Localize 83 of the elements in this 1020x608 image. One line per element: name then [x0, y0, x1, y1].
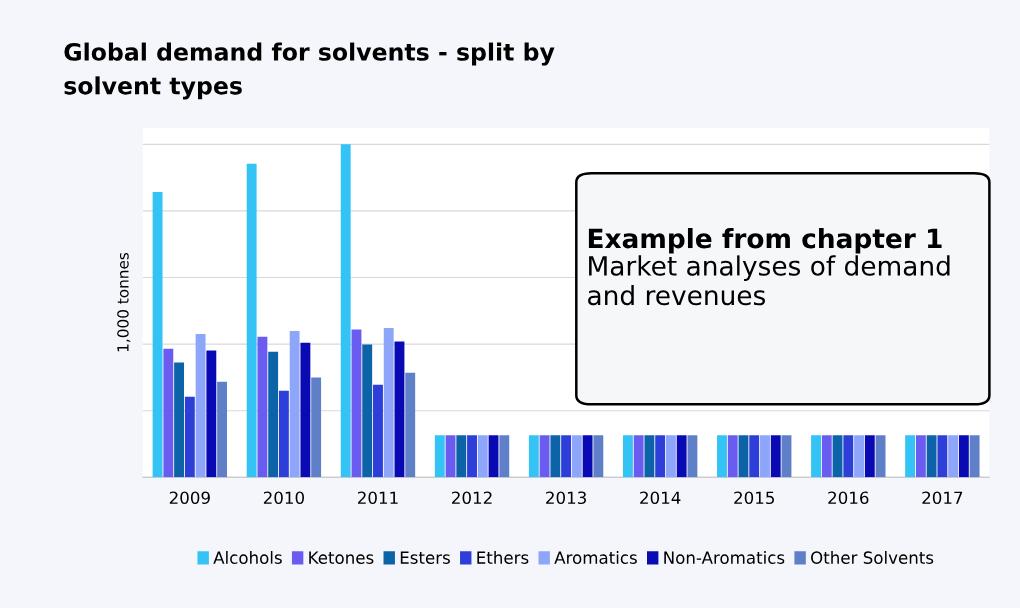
bar — [528, 435, 539, 478]
bar — [622, 435, 633, 478]
bar — [488, 435, 499, 478]
x-tick-label: 2017 — [922, 491, 963, 505]
bar — [467, 435, 477, 478]
bar — [958, 435, 969, 478]
bar — [582, 435, 593, 478]
bar — [948, 435, 959, 478]
bar — [174, 362, 185, 478]
bar — [163, 348, 174, 478]
legend-label: Ketones — [309, 551, 374, 564]
bar — [926, 435, 937, 478]
bar — [687, 435, 698, 478]
bar — [864, 435, 875, 478]
bar — [832, 435, 843, 478]
bar — [550, 435, 561, 478]
bar — [937, 435, 948, 478]
bar — [717, 435, 727, 478]
bar — [351, 329, 362, 478]
bar — [593, 435, 604, 478]
bar — [217, 381, 228, 478]
bar — [456, 435, 467, 478]
bar — [781, 435, 792, 478]
x-tick-label: 2014 — [640, 491, 681, 505]
bar — [477, 435, 488, 478]
bar — [434, 435, 445, 478]
bar — [633, 435, 644, 478]
bar — [184, 396, 195, 478]
bar — [760, 435, 770, 478]
bar — [539, 435, 550, 478]
bar — [969, 435, 980, 478]
legend-label: Aromatics — [554, 551, 637, 564]
x-tick-label: 2010 — [263, 491, 304, 505]
x-tick-label: 2011 — [357, 491, 398, 505]
bar — [915, 435, 926, 478]
bar — [770, 435, 781, 478]
x-tick-label: 2013 — [546, 491, 586, 505]
annotation: Example from chapter 1 — [588, 228, 942, 254]
bar — [300, 342, 311, 478]
legend-label: Non-Aromatics — [664, 551, 785, 564]
bar — [644, 435, 655, 478]
x-tick-label: 2015 — [734, 491, 774, 505]
bar — [268, 351, 279, 478]
legend-label: Alcohols — [213, 551, 282, 564]
bar — [676, 435, 687, 478]
bar — [373, 384, 383, 478]
bar — [499, 435, 510, 478]
legend-label: Esters — [400, 551, 450, 564]
legend-label: Other Solvents — [811, 551, 934, 564]
bar — [362, 344, 373, 478]
bar — [340, 144, 351, 478]
bar — [854, 435, 864, 478]
y-axis-title: 1,000 tonnes — [117, 252, 131, 352]
legend-label: Ethers — [477, 551, 529, 564]
bar — [571, 435, 582, 478]
x-tick-label: 2009 — [169, 491, 210, 505]
annotation: Market analyses of demand and revenues — [588, 255, 950, 306]
bar — [905, 435, 916, 478]
bar — [821, 435, 832, 478]
bar — [665, 435, 676, 478]
bar — [445, 435, 456, 478]
bar — [289, 331, 300, 478]
bar — [195, 334, 206, 478]
bar — [405, 372, 416, 478]
bar — [875, 435, 886, 478]
bar — [246, 163, 257, 478]
bar — [278, 390, 289, 478]
bar — [394, 341, 405, 478]
chart-title: Global demand for solvents - split by solvent types — [64, 42, 555, 100]
bar — [749, 435, 760, 478]
bar — [811, 435, 821, 478]
bar — [311, 377, 322, 478]
bar — [206, 350, 217, 478]
x-tick-label: 2012 — [452, 491, 492, 505]
bar — [152, 191, 163, 478]
bar — [257, 336, 268, 478]
bar — [383, 328, 394, 478]
bar — [561, 435, 572, 478]
bar — [655, 435, 666, 478]
bar — [727, 435, 738, 478]
x-tick-label: 2016 — [828, 491, 869, 505]
bar — [843, 435, 854, 478]
bar — [738, 435, 749, 478]
